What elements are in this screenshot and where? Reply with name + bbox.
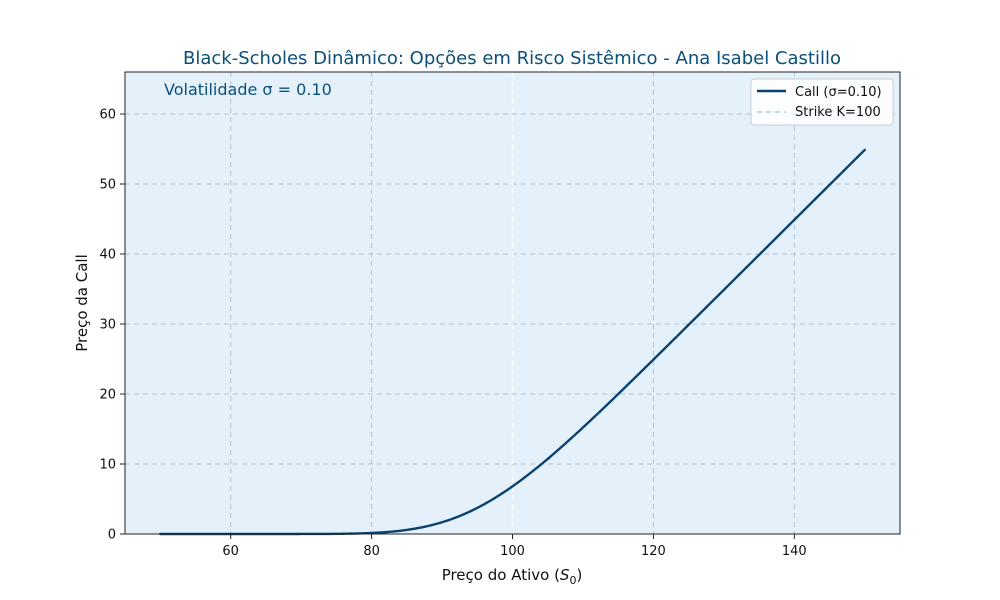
y-tick-label: 40 [99, 248, 116, 263]
y-tick-label: 10 [99, 458, 116, 473]
x-axis-label-sub: 0 [569, 574, 576, 587]
y-tick-label: 50 [99, 178, 116, 193]
x-tick-label: 100 [500, 544, 525, 559]
y-tick-label: 30 [99, 318, 116, 333]
x-tick-label: 60 [222, 544, 239, 559]
volatility-annotation: Volatilidade σ = 0.10 [164, 80, 332, 99]
y-axis: 0 10 20 30 40 50 60 [99, 108, 125, 543]
legend-label-call: Call (σ=0.10) [795, 85, 882, 100]
plot-area [125, 72, 900, 534]
x-axis-label-var: S [560, 566, 570, 584]
y-tick-label: 60 [99, 108, 116, 123]
y-axis-label: Preço da Call [73, 254, 91, 352]
chart-title: Black-Scholes Dinâmico: Opções em Risco … [183, 48, 841, 69]
x-axis-label-prefix: Preço do Ativo ( [442, 566, 560, 584]
y-tick-label: 0 [108, 528, 116, 543]
x-axis: 60 80 100 120 140 [222, 534, 807, 559]
legend: Call (σ=0.10) Strike K=100 [750, 78, 894, 126]
x-axis-label: Preço do Ativo (S0) [442, 566, 583, 587]
x-axis-label-suffix: ) [576, 566, 582, 584]
legend-label-strike: Strike K=100 [795, 105, 881, 120]
y-tick-label: 20 [99, 388, 116, 403]
x-tick-label: 120 [641, 544, 666, 559]
legend-box [750, 78, 894, 126]
x-tick-label: 80 [363, 544, 380, 559]
x-tick-label: 140 [782, 544, 807, 559]
